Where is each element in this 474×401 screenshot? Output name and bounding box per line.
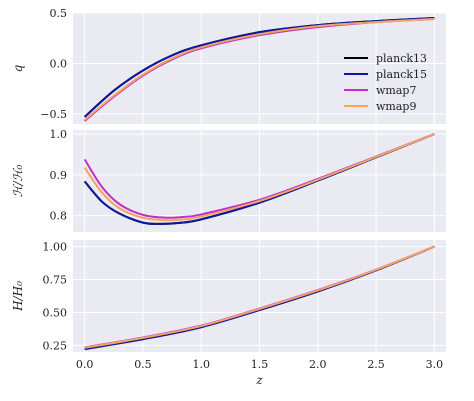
series-line-wmap9 xyxy=(84,18,435,121)
panel-1: −0.5 0.0 0.5 q xyxy=(11,7,446,124)
legend-label-planck15: planck15 xyxy=(376,68,427,81)
y-tick-label: 1.00 xyxy=(43,241,68,254)
x-tick-label: 3.0 xyxy=(426,358,444,371)
series-line-wmap9 xyxy=(83,133,435,222)
legend-label-wmap9: wmap9 xyxy=(376,100,416,113)
y-tick-label: 0.50 xyxy=(43,306,68,319)
x-tick-label: 2.0 xyxy=(309,358,327,371)
y-tick-label: 0.5 xyxy=(50,7,68,20)
x-tick-label: 1.0 xyxy=(192,358,210,371)
x-tick-label: 0.5 xyxy=(134,358,152,371)
y-tick-label: 0.0 xyxy=(50,57,68,70)
y-tick-label: 0.8 xyxy=(50,210,68,223)
y-tick-label: 1.0 xyxy=(50,128,68,141)
series-line-wmap9 xyxy=(84,245,435,349)
y-tick-label: 0.25 xyxy=(43,339,68,352)
x-tick-label: 1.5 xyxy=(251,358,269,371)
legend-label-planck13: planck13 xyxy=(376,52,427,65)
panel-2: 0.8 0.9 1.0 ℋ/ℋ₀ xyxy=(11,128,446,232)
y-axis-label: q xyxy=(11,64,25,72)
x-tick-label: 0.0 xyxy=(76,358,94,371)
panel-3: 0.25 0.50 0.75 1.00 H/H₀ xyxy=(11,240,446,352)
x-axis-label: z xyxy=(255,373,263,387)
y-axis-label: ℋ/ℋ₀ xyxy=(11,165,25,198)
y-tick-label: 0.75 xyxy=(43,274,68,287)
legend-label-wmap7: wmap7 xyxy=(376,84,416,97)
legend: planck13 planck15 wmap7 wmap9 xyxy=(344,52,427,113)
y-tick-label: 0.9 xyxy=(50,169,68,182)
y-axis-label: H/H₀ xyxy=(11,281,25,312)
x-tick-label: 2.5 xyxy=(367,358,385,371)
y-tick-label: −0.5 xyxy=(40,108,67,121)
